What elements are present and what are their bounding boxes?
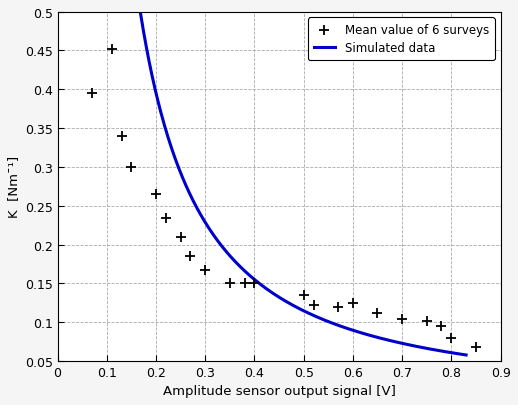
- Mean value of 6 surveys: [162, 215, 170, 222]
- Simulated data: [454, 352, 461, 356]
- Mean value of 6 surveys: [250, 280, 258, 287]
- Legend: Mean value of 6 surveys, Simulated data: Mean value of 6 surveys, Simulated data: [308, 18, 495, 61]
- Mean value of 6 surveys: [437, 323, 445, 330]
- Simulated data: [318, 316, 324, 321]
- Mean value of 6 surveys: [108, 47, 116, 53]
- Mean value of 6 surveys: [186, 254, 195, 260]
- Simulated data: [398, 341, 405, 346]
- Mean value of 6 surveys: [334, 304, 342, 310]
- Mean value of 6 surveys: [226, 280, 234, 287]
- Simulated data: [277, 295, 283, 300]
- Mean value of 6 surveys: [373, 310, 382, 316]
- Simulated data: [298, 307, 304, 312]
- Mean value of 6 surveys: [299, 292, 308, 298]
- Y-axis label: K  [Nm¯¹]: K [Nm¯¹]: [7, 156, 21, 218]
- Mean value of 6 surveys: [88, 91, 96, 97]
- Mean value of 6 surveys: [398, 316, 406, 323]
- Mean value of 6 surveys: [177, 234, 185, 241]
- Simulated data: [463, 353, 469, 358]
- Mean value of 6 surveys: [118, 133, 126, 140]
- Mean value of 6 surveys: [127, 164, 136, 171]
- Mean value of 6 surveys: [309, 302, 318, 309]
- Mean value of 6 surveys: [349, 300, 357, 306]
- X-axis label: Amplitude sensor output signal [V]: Amplitude sensor output signal [V]: [163, 385, 395, 398]
- Line: Simulated data: Simulated data: [107, 0, 466, 355]
- Mean value of 6 surveys: [423, 318, 431, 324]
- Mean value of 6 surveys: [152, 191, 160, 198]
- Mean value of 6 surveys: [201, 267, 209, 274]
- Mean value of 6 surveys: [472, 344, 480, 350]
- Mean value of 6 surveys: [447, 335, 455, 341]
- Mean value of 6 surveys: [240, 280, 249, 287]
- Simulated data: [275, 294, 281, 299]
